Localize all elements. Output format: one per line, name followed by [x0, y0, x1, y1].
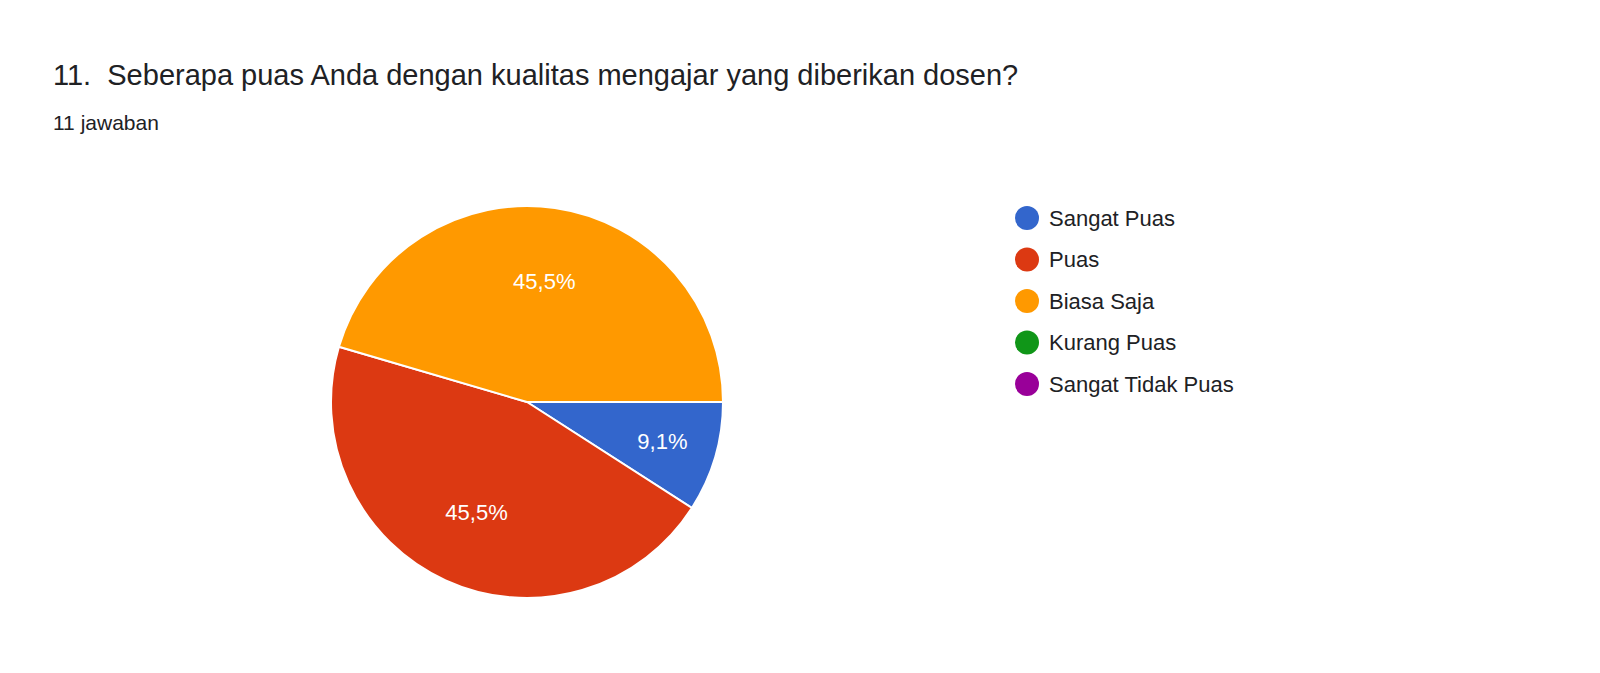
legend-label: Sangat Tidak Puas — [1049, 372, 1234, 397]
chart-root: 11. Seberapa puas Anda dengan kualitas m… — [0, 0, 1600, 673]
subtitle: 11 jawaban — [53, 111, 159, 134]
data-label: 45,5% — [513, 269, 575, 294]
legend-swatch — [1015, 372, 1039, 396]
legend-swatch — [1015, 331, 1039, 355]
pie — [331, 206, 723, 598]
legend-label: Biasa Saja — [1049, 289, 1155, 314]
chart-svg: 11. Seberapa puas Anda dengan kualitas m… — [0, 0, 1600, 673]
legend-label: Sangat Puas — [1049, 206, 1175, 231]
pie-slice — [339, 206, 723, 402]
legend-label: Kurang Puas — [1049, 330, 1176, 355]
data-label: 45,5% — [445, 500, 507, 525]
legend: Sangat Puas Puas Biasa Saja Kurang Puas Sang… — [1015, 206, 1234, 397]
data-label: 9,1% — [637, 429, 687, 454]
title: 11. Seberapa puas Anda dengan kualitas m… — [53, 59, 1018, 91]
legend-swatch — [1015, 248, 1039, 272]
legend-label: Puas — [1049, 247, 1099, 272]
data-labels: 9,1% 45,5% 45,5% — [445, 269, 687, 525]
legend-swatch — [1015, 206, 1039, 230]
legend-swatch — [1015, 289, 1039, 313]
